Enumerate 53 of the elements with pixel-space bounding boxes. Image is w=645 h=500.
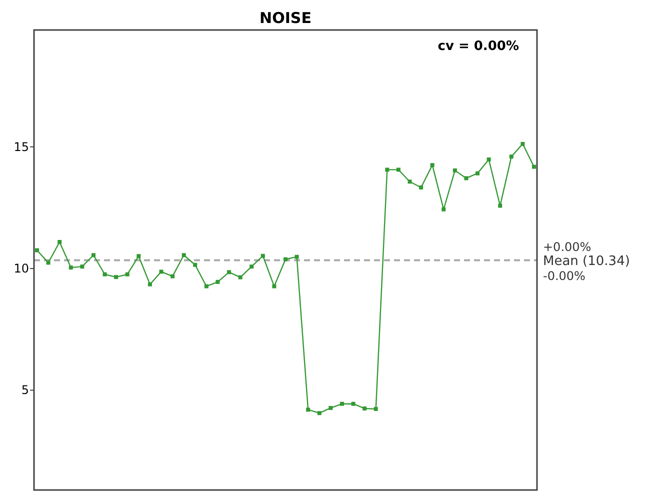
point bbox=[46, 260, 50, 265]
point bbox=[452, 168, 457, 172]
point bbox=[476, 171, 480, 176]
y-tick-label: 15 bbox=[14, 140, 29, 154]
point bbox=[328, 406, 333, 410]
text: +0.00% bbox=[543, 240, 592, 254]
y-tick-label: 10 bbox=[14, 262, 29, 276]
point bbox=[193, 262, 198, 267]
point bbox=[182, 253, 186, 258]
y-tick-label: 5 bbox=[21, 383, 29, 398]
point bbox=[430, 163, 434, 168]
point bbox=[284, 257, 288, 262]
point bbox=[532, 164, 536, 169]
point bbox=[125, 272, 130, 276]
point bbox=[250, 264, 254, 269]
point bbox=[159, 270, 164, 274]
text: -0.00% bbox=[543, 269, 586, 284]
point bbox=[464, 176, 468, 180]
point bbox=[227, 270, 232, 274]
point bbox=[509, 154, 514, 159]
point bbox=[498, 204, 502, 208]
point bbox=[351, 402, 356, 406]
point bbox=[340, 402, 344, 406]
ref-line-label: Mean (10.34) bbox=[543, 254, 630, 270]
point bbox=[136, 254, 141, 258]
point bbox=[204, 284, 208, 288]
point bbox=[102, 272, 107, 276]
point bbox=[520, 142, 525, 146]
point bbox=[396, 168, 400, 172]
point bbox=[35, 248, 39, 252]
point bbox=[408, 180, 412, 184]
point bbox=[91, 253, 96, 258]
point bbox=[114, 275, 118, 280]
point bbox=[486, 157, 491, 162]
point bbox=[317, 411, 322, 416]
point bbox=[306, 408, 310, 412]
point bbox=[80, 264, 84, 269]
point bbox=[362, 406, 367, 410]
point bbox=[260, 254, 265, 258]
point bbox=[442, 207, 446, 212]
point bbox=[238, 275, 242, 280]
point bbox=[216, 280, 220, 284]
point bbox=[68, 266, 73, 270]
point bbox=[374, 406, 378, 411]
annotation: cv = 0.00% bbox=[438, 39, 519, 54]
point bbox=[385, 168, 390, 172]
point bbox=[294, 254, 299, 259]
point bbox=[58, 240, 62, 244]
point bbox=[419, 185, 424, 190]
point bbox=[170, 274, 175, 278]
chart-title: NOISE bbox=[260, 9, 312, 27]
point bbox=[272, 284, 276, 288]
point bbox=[148, 282, 152, 286]
